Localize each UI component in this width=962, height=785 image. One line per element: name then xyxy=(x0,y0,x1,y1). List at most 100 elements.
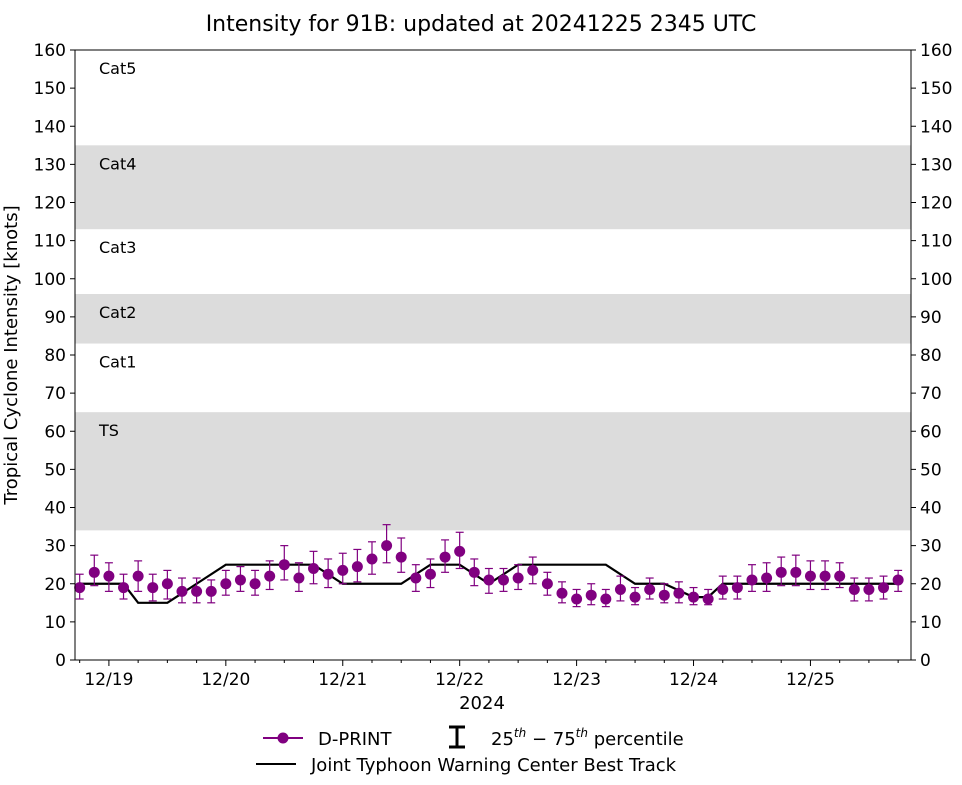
plot-frame xyxy=(74,49,912,661)
band-label-cat3: Cat3 xyxy=(99,238,136,257)
dprint-point xyxy=(454,545,466,557)
dprint-point xyxy=(644,583,656,595)
y-axis-label: Tropical Cyclone Intensity [knots] xyxy=(1,205,22,505)
y-tick-label-left: 50 xyxy=(44,460,66,480)
y-tick-label-right: 40 xyxy=(920,499,942,519)
dprint-point xyxy=(366,553,378,565)
dprint-point xyxy=(293,572,305,584)
dprint-point xyxy=(176,585,188,597)
x-axis-label: 2024 xyxy=(459,693,505,714)
dprint-point xyxy=(278,559,290,571)
dprint-point xyxy=(790,566,802,578)
y-tick-label-left: 90 xyxy=(44,308,66,328)
band-ts xyxy=(75,412,911,531)
dprint-point xyxy=(819,570,831,582)
y-tick-label-left: 40 xyxy=(44,499,66,519)
dprint-point xyxy=(512,572,524,584)
y-tick-label-left: 150 xyxy=(34,79,66,99)
dprint-point xyxy=(161,578,173,590)
y-tick-label-right: 130 xyxy=(920,155,952,175)
dprint-point xyxy=(220,578,232,590)
y-tick-label-right: 50 xyxy=(920,460,942,480)
x-tick-label: 12/23 xyxy=(552,670,601,690)
dprint-point xyxy=(205,585,217,597)
dprint-point xyxy=(88,566,100,578)
band-cat4 xyxy=(75,145,911,230)
y-tick-label-right: 70 xyxy=(920,384,942,404)
y-tick-label-left: 160 xyxy=(34,41,66,61)
dprint-point xyxy=(234,574,246,586)
dprint-series xyxy=(74,540,904,605)
x-axis: 12/19 12/20 12/21 12/22 12/23 12/24 12/25 xyxy=(79,660,899,690)
dprint-point xyxy=(337,564,349,576)
legend-dprint-marker xyxy=(277,732,289,744)
legend-errorbar-label: 25th − 75th percentile xyxy=(491,726,684,750)
band-label-cat2: Cat2 xyxy=(99,303,136,322)
dprint-point xyxy=(527,564,539,576)
y-tick-label-right: 60 xyxy=(920,422,942,442)
dprint-point xyxy=(264,570,276,582)
dprint-point xyxy=(863,583,875,595)
dprint-point xyxy=(629,591,641,603)
y-tick-label-left: 130 xyxy=(34,155,66,175)
y-tick-label-right: 0 xyxy=(920,651,931,671)
dprint-point xyxy=(322,568,334,580)
dprint-point xyxy=(600,593,612,605)
y-tick-label-left: 10 xyxy=(44,613,66,633)
chart-title: Intensity for 91B: updated at 20241225 2… xyxy=(206,12,757,37)
dprint-point xyxy=(147,582,159,594)
dprint-point xyxy=(804,570,816,582)
dprint-point xyxy=(483,574,495,586)
y-tick-label-left: 70 xyxy=(44,384,66,404)
x-tick-label: 12/24 xyxy=(669,670,718,690)
y-tick-label-left: 0 xyxy=(55,651,66,671)
dprint-point xyxy=(556,587,568,599)
dprint-point xyxy=(731,582,743,594)
dprint-point xyxy=(775,566,787,578)
dprint-point xyxy=(381,540,393,552)
x-tick-label: 12/19 xyxy=(84,670,133,690)
y-tick-label-right: 100 xyxy=(920,270,952,290)
y-tick-label-right: 90 xyxy=(920,308,942,328)
y-tick-label-left: 120 xyxy=(34,194,66,214)
dprint-point xyxy=(761,572,773,584)
dprint-point xyxy=(834,570,846,582)
y-tick-label-left: 140 xyxy=(34,117,66,137)
y-tick-label-right: 160 xyxy=(920,41,952,61)
y-tick-label-right: 150 xyxy=(920,79,952,99)
dprint-point xyxy=(541,578,553,590)
y-tick-label-right: 80 xyxy=(920,346,942,366)
band-label-ts: TS xyxy=(98,421,119,440)
dprint-point xyxy=(673,587,685,599)
y-tick-label-left: 110 xyxy=(34,232,66,252)
dprint-point xyxy=(585,589,597,601)
band-label-cat5: Cat5 xyxy=(99,59,136,78)
category-band-labels: Cat5 Cat4 Cat3 Cat2 Cat1 TS xyxy=(98,59,136,440)
y-axis-left: 0 10 20 30 40 50 60 70 80 90 100 110 120 130 140 150 160 xyxy=(34,41,75,671)
dprint-point xyxy=(688,591,700,603)
legend-best-track-label: Joint Typhoon Warning Center Best Track xyxy=(310,755,677,776)
y-tick-label-right: 110 xyxy=(920,232,952,252)
dprint-point xyxy=(717,583,729,595)
band-label-cat1: Cat1 xyxy=(99,353,136,372)
dprint-point xyxy=(848,583,860,595)
dprint-point xyxy=(468,566,480,578)
dprint-point xyxy=(439,551,451,563)
y-tick-label-right: 30 xyxy=(920,537,942,557)
legend: D-PRINT 25th − 75th percentile Joint Typ… xyxy=(256,725,684,776)
dprint-point xyxy=(424,568,436,580)
dprint-point xyxy=(571,593,583,605)
legend-dprint-label: D-PRINT xyxy=(318,729,392,750)
y-axis-right: 0 10 20 30 40 50 60 70 80 90 100 110 120 130 140 150 160 xyxy=(911,41,952,671)
x-tick-label: 12/22 xyxy=(435,670,484,690)
dprint-point xyxy=(118,582,130,594)
dprint-point xyxy=(702,593,714,605)
dprint-point xyxy=(351,561,363,573)
y-tick-label-left: 80 xyxy=(44,346,66,366)
y-tick-label-left: 30 xyxy=(44,537,66,557)
dprint-point xyxy=(746,574,758,586)
dprint-point xyxy=(878,582,890,594)
y-tick-label-left: 60 xyxy=(44,422,66,442)
dprint-point xyxy=(74,582,86,594)
